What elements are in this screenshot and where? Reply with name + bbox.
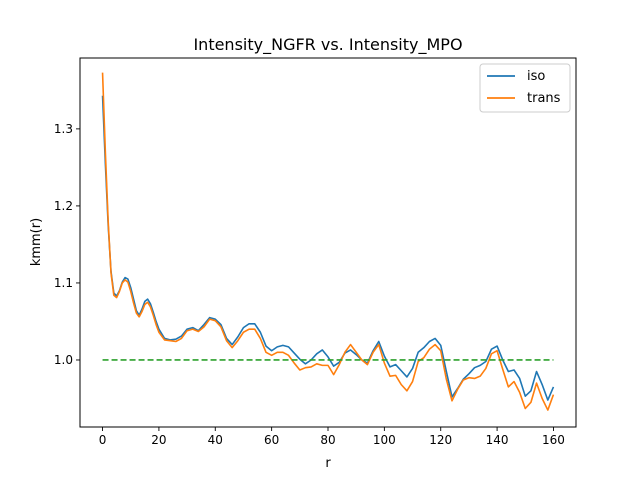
plot-area [79, 57, 577, 428]
x-tick-label: 20 [151, 433, 166, 447]
x-tick-label: 140 [486, 433, 509, 447]
x-tick-label: 0 [99, 433, 107, 447]
x-tick-label: 60 [264, 433, 279, 447]
series-line-trans [101, 72, 555, 411]
x-tick-label: 160 [542, 433, 565, 447]
series-layer [101, 72, 555, 411]
x-tick-label: 120 [429, 433, 452, 447]
x-tick-label: 40 [208, 433, 223, 447]
x-axis-ticks: 0 20 40 60 80 100 120 140 160 [99, 427, 565, 447]
series-line-iso [101, 95, 555, 401]
y-tick-label: 1.2 [54, 199, 73, 213]
legend: iso trans [479, 63, 571, 113]
y-tick-label: 1.0 [54, 353, 73, 367]
x-tick-label: 80 [320, 433, 335, 447]
y-tick-label: 1.1 [54, 276, 73, 290]
legend-label-trans: trans [527, 91, 561, 106]
x-axis-label: r [325, 456, 331, 471]
chart-title: Intensity_NGFR vs. Intensity_MPO [193, 35, 462, 55]
y-axis-label: kmm(r) [29, 218, 44, 266]
y-axis-ticks: 1.0 1.1 1.2 1.3 [54, 122, 80, 367]
x-tick-label: 100 [373, 433, 396, 447]
y-tick-label: 1.3 [54, 122, 73, 136]
legend-label-iso: iso [527, 69, 545, 84]
